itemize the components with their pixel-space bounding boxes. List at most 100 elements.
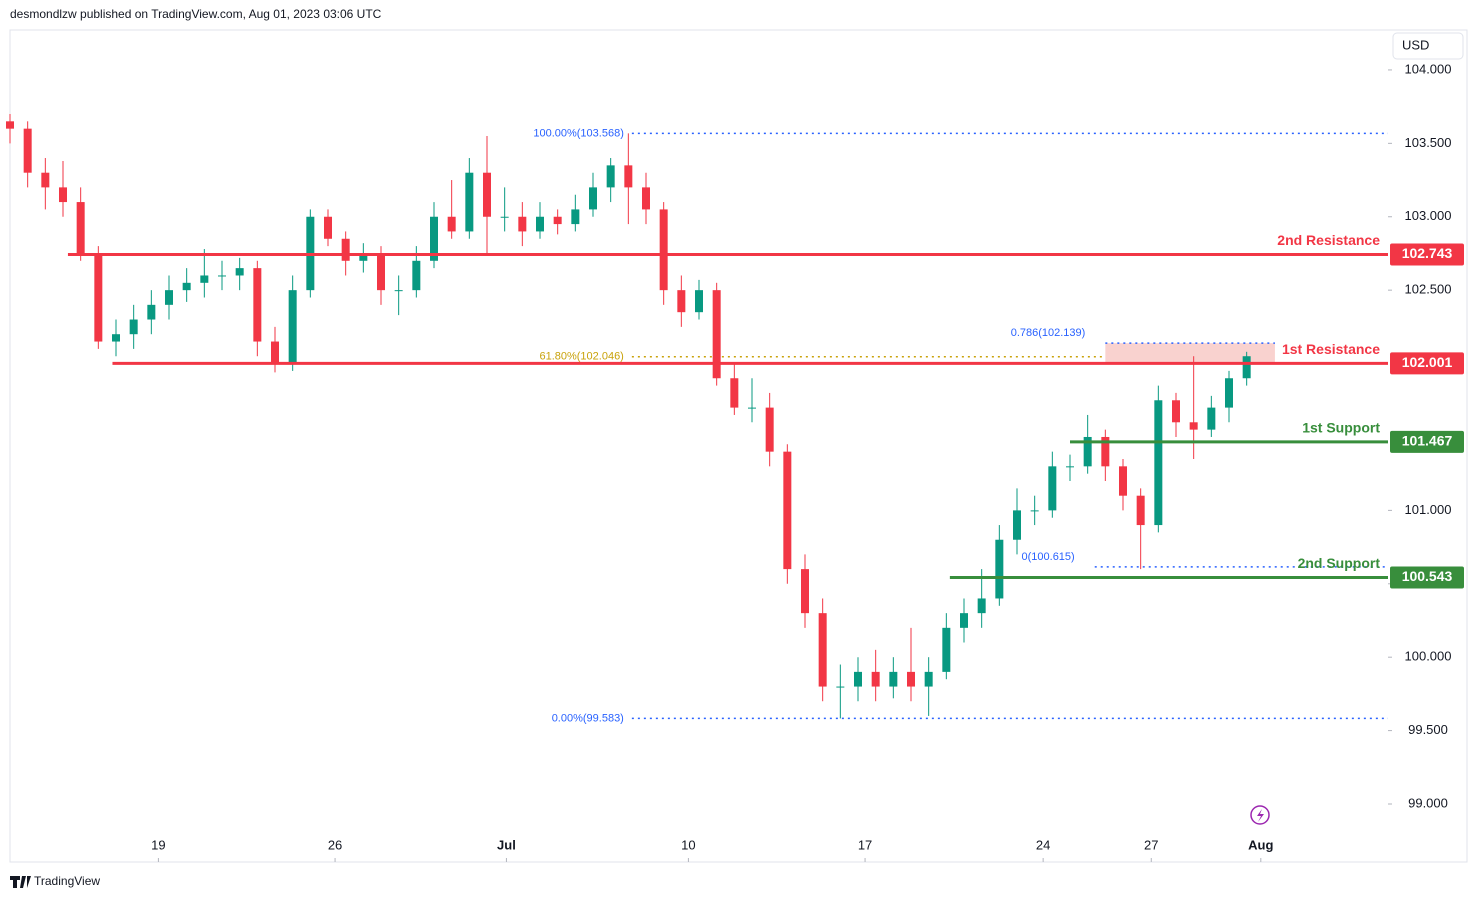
candle-body: [483, 172, 491, 217]
candle-body: [606, 165, 615, 188]
alert-icon: [1250, 805, 1270, 825]
x-tick-label: 19: [151, 837, 165, 852]
candle-body: [271, 341, 279, 364]
level-name: 1st Resistance: [1282, 341, 1380, 357]
header: desmondlzw published on TradingView.com,…: [10, 7, 382, 21]
candle-body: [589, 187, 597, 210]
fib-label: 0(100.615): [1022, 551, 1075, 563]
x-tick-label: 27: [1144, 837, 1158, 852]
x-tick-label: Aug: [1248, 837, 1273, 852]
logo: [10, 876, 31, 888]
level-price-box: [1390, 352, 1464, 375]
candle-body: [6, 121, 14, 129]
alert-bolt: [1257, 809, 1264, 822]
level-name: 2nd Support: [1298, 555, 1381, 571]
candle-body: [836, 686, 845, 688]
candle-body: [235, 268, 244, 276]
candle-body: [730, 378, 739, 408]
y-tick-label: 99.500: [1408, 722, 1448, 737]
candle-body: [147, 304, 156, 320]
candle-body: [324, 216, 332, 239]
candle-body: [94, 253, 103, 342]
candle-body: [1119, 466, 1127, 496]
level-price-box: [1390, 430, 1464, 453]
fib-label: 100.00%(103.568): [533, 127, 624, 139]
frame: [9, 29, 1468, 863]
fib-label: 0.00%(99.583): [552, 712, 624, 724]
candle-body: [341, 238, 350, 261]
level-price: 100.543: [1402, 568, 1453, 584]
candle-body: [907, 671, 915, 687]
candle-body: [1207, 407, 1216, 430]
candle-body: [942, 627, 951, 672]
x-tick-label: 10: [681, 837, 695, 852]
candle-body: [1136, 495, 1145, 526]
candle-body: [23, 128, 32, 173]
candle-body: [465, 172, 474, 232]
y-tick-label: 103.000: [1405, 208, 1452, 223]
candle-body: [712, 290, 721, 379]
x-tick-label: 24: [1036, 837, 1050, 852]
currency: USD: [1402, 37, 1429, 52]
level-price-box: [1390, 243, 1464, 266]
candle-body: [200, 275, 209, 283]
candle-body: [518, 216, 527, 232]
candle-body: [359, 253, 368, 261]
candle-body: [553, 216, 562, 225]
y-tick-label: 99.000: [1408, 795, 1448, 810]
candle-body: [76, 202, 85, 254]
level-price: 101.467: [1402, 433, 1453, 449]
candle-body: [59, 187, 67, 203]
candle-body: [765, 407, 774, 452]
y-tick-label: 104.000: [1405, 61, 1452, 76]
candle-body: [977, 598, 986, 614]
candle-body: [960, 613, 968, 628]
fib-label: 0.786(102.139): [1011, 327, 1086, 339]
candle-body: [642, 187, 650, 210]
candle-body: [1225, 378, 1233, 408]
fib-label: 61.80%(102.046): [539, 351, 623, 363]
x-tick-label: Jul: [497, 837, 516, 852]
candle-body: [1242, 356, 1251, 379]
candle-body: [377, 253, 385, 291]
y-tick-label: 100.000: [1405, 649, 1452, 664]
candle-body: [500, 216, 509, 218]
footer-brand: TradingView: [34, 874, 100, 888]
candle-body: [1189, 422, 1198, 430]
x-tick-label: 26: [328, 837, 342, 852]
candle-body: [288, 290, 297, 364]
candle-body: [624, 165, 633, 188]
candle-body: [165, 290, 173, 305]
candle-body: [659, 209, 668, 291]
level-price: 102.001: [1402, 354, 1453, 370]
candle-body: [695, 290, 703, 313]
x-tick-label: 17: [858, 837, 872, 852]
candle-body: [783, 451, 792, 570]
candle-body: [748, 407, 756, 409]
y-tick-label: 101.000: [1405, 502, 1452, 517]
resistance-zone: [1105, 343, 1275, 364]
candle-body: [1030, 510, 1039, 512]
candle-body: [430, 216, 438, 261]
level-name: 1st Support: [1302, 420, 1380, 436]
candle-body: [924, 671, 933, 687]
candle-body: [889, 671, 898, 687]
candle-body: [182, 282, 191, 291]
currency-box: [1392, 32, 1464, 60]
level-price-box: [1390, 566, 1464, 589]
candle-body: [801, 569, 809, 614]
level-name: 2nd Resistance: [1277, 232, 1380, 248]
candle-body: [1101, 436, 1110, 467]
candle-body: [218, 275, 226, 277]
candle-body: [1083, 436, 1092, 467]
candle-body: [253, 268, 262, 342]
candle-body: [394, 290, 403, 292]
candle-body: [571, 209, 580, 225]
candle-body: [1154, 400, 1163, 526]
candle-body: [112, 334, 120, 342]
candle-body: [854, 671, 862, 687]
candle-body: [995, 539, 1004, 599]
plot: 104.000 103.500 103.000 102.500 100.000 101.0…: [6, 61, 1464, 862]
